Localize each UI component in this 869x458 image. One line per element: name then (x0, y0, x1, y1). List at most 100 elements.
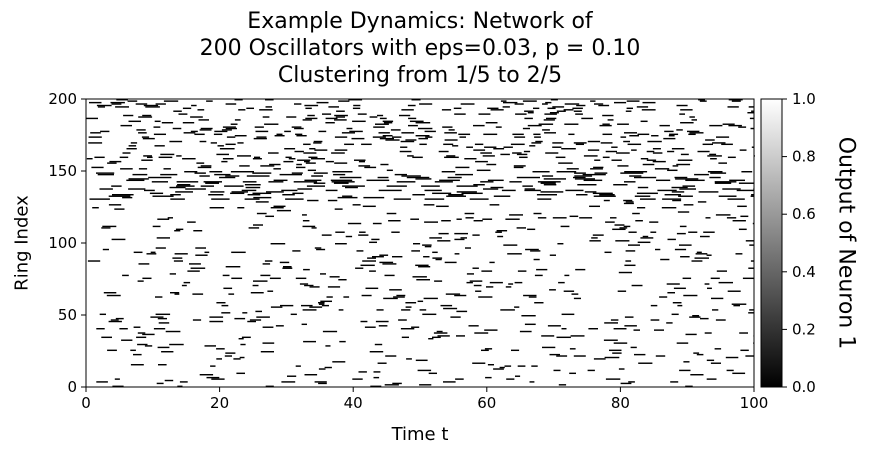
spike-mark (182, 122, 195, 124)
spike-mark (455, 166, 470, 169)
spike-mark (587, 149, 600, 151)
spike-mark (422, 313, 437, 316)
spike-mark (568, 133, 575, 136)
spike-mark (155, 296, 163, 298)
spike-mark (453, 107, 462, 110)
spike-mark (524, 110, 534, 112)
spike-mark (270, 207, 284, 209)
spike-mark (332, 361, 346, 363)
spike-mark (549, 112, 559, 114)
spike-mark (219, 176, 236, 179)
spike-mark (695, 253, 708, 255)
spike-mark (604, 356, 620, 359)
spike-mark (254, 156, 261, 159)
spike-mark (505, 218, 520, 220)
spike-mark (302, 214, 307, 216)
spike-mark (682, 185, 696, 187)
spike-mark (680, 109, 693, 111)
spike-mark (335, 231, 345, 233)
spike-mark (448, 129, 455, 131)
spike-mark (141, 159, 153, 161)
spike-mark (225, 175, 240, 177)
spike-mark (200, 127, 213, 130)
spike-mark (456, 310, 468, 313)
spike-mark (309, 148, 316, 150)
spike-mark (236, 372, 245, 375)
spike-mark (150, 251, 156, 254)
spike-mark (640, 158, 649, 160)
spike-mark (313, 182, 326, 184)
spike-mark (532, 171, 550, 173)
spike-mark (91, 166, 104, 169)
spike-mark (153, 133, 166, 136)
spike-mark (529, 381, 535, 383)
spike-mark (378, 189, 402, 192)
spike-mark (475, 160, 488, 163)
spike-mark (552, 142, 564, 144)
spike-mark (130, 349, 136, 352)
spike-mark (378, 132, 390, 134)
spike-mark (574, 175, 593, 177)
spike-mark (565, 189, 584, 192)
spike-mark (157, 218, 170, 220)
spike-mark (489, 261, 495, 264)
spike-mark (133, 251, 143, 254)
spike-mark (176, 181, 199, 183)
spike-mark (304, 179, 322, 182)
spike-mark (482, 218, 493, 220)
spike-mark (313, 140, 323, 143)
spike-mark (642, 235, 649, 238)
spike-mark (716, 136, 730, 138)
spike-mark (401, 336, 409, 339)
spike-mark (476, 169, 491, 172)
spike-mark (464, 212, 475, 215)
spike-mark (270, 243, 286, 245)
spike-mark (199, 140, 207, 143)
spike-mark (216, 348, 225, 350)
spike-mark (688, 133, 696, 136)
spike-mark (287, 375, 297, 377)
spike-mark (347, 222, 362, 225)
spike-mark (203, 181, 222, 183)
spike-mark (369, 270, 376, 272)
spike-mark (352, 120, 366, 123)
spike-mark (465, 217, 474, 219)
spike-mark (175, 191, 193, 193)
spike-mark (295, 133, 303, 136)
spike-mark (566, 168, 579, 170)
spike-mark (241, 336, 251, 339)
spike-mark (379, 117, 387, 120)
spike-mark (637, 186, 649, 189)
spike-mark (620, 382, 632, 385)
spike-mark (423, 204, 435, 206)
spike-mark (482, 155, 495, 157)
spike-mark (702, 143, 713, 146)
spike-mark (314, 247, 322, 249)
spike-mark (400, 140, 415, 143)
spike-mark (552, 146, 562, 148)
spike-mark (536, 194, 557, 196)
spike-mark (373, 126, 385, 128)
spike-mark (273, 205, 286, 208)
spike-mark (221, 312, 231, 314)
spike-mark (156, 237, 170, 239)
spike-mark (652, 160, 666, 163)
spike-mark (558, 162, 573, 164)
spike-mark (590, 100, 596, 102)
spike-mark (432, 257, 443, 259)
spike-mark (675, 178, 699, 180)
spike-mark (419, 143, 427, 146)
spike-mark (386, 212, 397, 215)
spike-mark (406, 358, 412, 360)
spike-mark (374, 343, 383, 346)
spike-mark (542, 103, 548, 105)
spike-mark (677, 159, 693, 161)
spike-mark (689, 116, 695, 118)
spike-mark (150, 316, 164, 318)
spike-mark (514, 103, 524, 105)
spike-mark (680, 122, 694, 124)
spike-mark (534, 274, 543, 277)
spike-mark (127, 100, 138, 102)
spike-mark (706, 359, 715, 362)
spike-mark (519, 156, 528, 159)
